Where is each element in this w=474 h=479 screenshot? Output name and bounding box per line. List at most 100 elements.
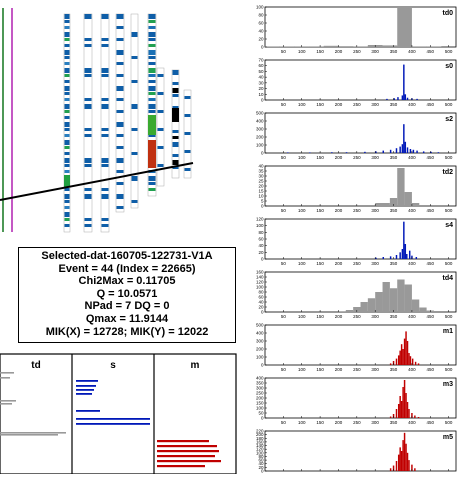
y-tick-label: 60 — [258, 295, 264, 300]
pad-cell — [84, 74, 92, 77]
x-tick-label: 100 — [298, 155, 306, 160]
pad-cell — [64, 212, 70, 217]
bottom-panels: td s m — [0, 353, 237, 475]
x-tick-label: 50 — [281, 208, 287, 213]
pad-cell — [64, 110, 70, 113]
histogram-bar — [411, 413, 413, 418]
y-tick-label: 200 — [256, 432, 264, 437]
x-tick-label: 250 — [353, 102, 361, 107]
pad-cell — [64, 122, 70, 127]
pad-cell — [84, 188, 92, 191]
y-tick-label: 100 — [256, 355, 264, 360]
histogram-bar — [389, 288, 398, 312]
y-tick-label: 15 — [258, 189, 264, 194]
histogram-bar — [403, 64, 405, 100]
pad-cell — [101, 194, 109, 199]
pad-cell — [101, 134, 109, 137]
y-tick-label: 70 — [258, 58, 264, 63]
pad-cell — [148, 32, 156, 37]
y-tick-label: 180 — [256, 436, 264, 441]
pad-cell — [148, 50, 156, 55]
pad-cell — [64, 32, 70, 37]
pad-display — [0, 8, 194, 233]
x-tick-label: 350 — [390, 420, 398, 425]
x-tick-label: 350 — [390, 155, 398, 160]
pad-cell — [184, 132, 191, 135]
histogram-bar — [404, 141, 407, 153]
pad-cell — [64, 218, 70, 221]
y-tick-label: 300 — [256, 386, 264, 391]
histogram-bar — [402, 387, 404, 418]
pad-cell — [172, 154, 179, 157]
pad-cell — [116, 122, 124, 127]
pad-cell — [101, 224, 109, 227]
histogram-bar — [331, 152, 333, 153]
x-tick-label: 350 — [390, 367, 398, 372]
histogram-m1: 50 100 150 200 250 300 350 400 450 500 0 100 200 300 4… — [256, 323, 457, 372]
pad-cell — [148, 26, 156, 29]
y-tick-label: 20 — [258, 465, 264, 470]
histogram-bar — [400, 401, 403, 418]
pad-cell — [64, 158, 70, 163]
y-tick-label: 350 — [256, 381, 264, 386]
y-tick-label: 50 — [258, 69, 264, 74]
y-tick-label: 140 — [256, 275, 264, 280]
histogram-bar — [389, 363, 392, 365]
pad-cell — [84, 224, 92, 227]
x-tick-label: 50 — [281, 420, 287, 425]
y-tick-label: 200 — [256, 135, 264, 140]
info-run-name: Selected-dat-160705-122731-V1A — [41, 250, 213, 262]
pad-cell — [64, 26, 70, 29]
pad-cell — [101, 188, 109, 191]
pad-cell — [131, 176, 138, 181]
y-tick-label: 50 — [258, 411, 264, 416]
histogram-m5: 5010015020025030035040045050002040608010… — [256, 429, 457, 478]
histogram-bar — [397, 168, 405, 206]
pad-cell — [148, 176, 156, 181]
x-tick-label: 400 — [408, 261, 416, 266]
pad-cell — [148, 74, 156, 77]
histogram-bar — [345, 152, 348, 153]
histogram-bar — [375, 257, 377, 259]
histogram-bar — [382, 45, 398, 47]
histogram-bar — [345, 310, 354, 312]
pad-cell — [157, 146, 164, 149]
y-tick-label: 140 — [256, 443, 264, 448]
histogram-bar — [402, 440, 404, 471]
histogram-bar — [400, 451, 403, 471]
info-charge: Q = 10.0571 — [96, 287, 158, 300]
pad-cell — [172, 142, 179, 147]
y-tick-label: 400 — [256, 376, 264, 381]
histogram-bar — [395, 255, 398, 259]
pad-cell — [116, 74, 124, 77]
histogram-bar — [416, 98, 418, 100]
pad-cell — [131, 152, 138, 155]
x-tick-label: 300 — [371, 314, 379, 319]
histogram-frame — [264, 59, 457, 101]
pad-cell — [148, 62, 156, 65]
x-tick-label: 500 — [445, 49, 453, 54]
histogram-bar — [397, 355, 400, 365]
x-tick-label: 50 — [281, 314, 287, 319]
histogram-bar — [406, 147, 409, 153]
pad-cell — [101, 44, 109, 47]
y-tick-label: 60 — [258, 458, 264, 463]
sector-bar — [76, 389, 94, 391]
pad-cell — [116, 26, 124, 29]
histogram-bar — [406, 341, 409, 365]
y-tick-label: 120 — [256, 217, 264, 222]
pad-cell — [131, 104, 138, 109]
x-tick-label: 450 — [427, 420, 435, 425]
pad-cell — [116, 170, 124, 173]
pad-cell — [64, 170, 70, 173]
y-tick-label: 0 — [261, 257, 264, 262]
y-tick-label: 30 — [258, 174, 264, 179]
x-tick-label: 50 — [281, 102, 287, 107]
y-tick-label: 25 — [258, 179, 264, 184]
x-tick-label: 200 — [335, 314, 343, 319]
histogram-bar — [414, 361, 417, 365]
y-tick-label: 200 — [256, 396, 264, 401]
x-tick-label: 150 — [316, 49, 324, 54]
x-tick-label: 150 — [316, 155, 324, 160]
